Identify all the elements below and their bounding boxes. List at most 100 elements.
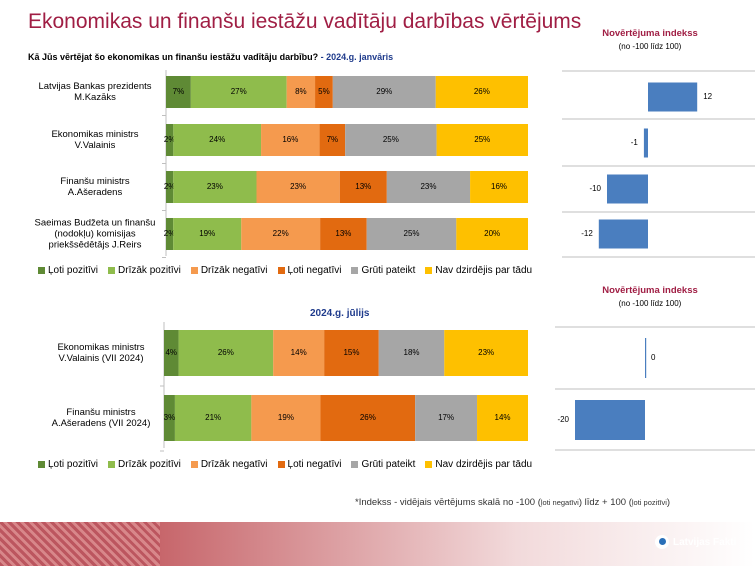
index-title-top: Novērtējuma indekss (no -100 līdz 100)	[555, 28, 745, 51]
category-label: Saeimas Budžeta un finanšu	[35, 218, 156, 229]
bar-segment	[444, 330, 528, 376]
legend-item: Ļoti pozitīvi	[38, 265, 98, 276]
bar-segment	[164, 330, 179, 376]
legend-label: Ļoti negatīvi	[287, 459, 342, 470]
bar-segment	[345, 124, 437, 156]
category-label: M.Kazāks	[74, 92, 116, 103]
data-label: 2%	[164, 135, 176, 144]
data-label: 23%	[420, 182, 436, 191]
page-title: Ekonomikas un finanšu iestāžu vadītāju d…	[28, 10, 582, 33]
legend-label: Ļoti pozitīvi	[48, 265, 99, 276]
index-value: -20	[557, 415, 569, 424]
legend-swatch	[38, 267, 45, 274]
legend-swatch	[38, 461, 45, 468]
legend-label: Nav dzirdējis par tādu	[435, 459, 533, 470]
index-value: 12	[703, 92, 712, 101]
survey-question: Kā Jūs vērtējat šo ekonomikas un finanšu…	[28, 52, 393, 62]
logo-icon	[655, 535, 669, 549]
data-label: 24%	[209, 135, 225, 144]
period-label-july: 2024.g. jūlijs	[310, 308, 370, 319]
legend-item: Ļoti pozitīvi	[38, 459, 98, 470]
data-label: 23%	[290, 182, 306, 191]
data-label: 18%	[404, 348, 420, 357]
legend-swatch	[277, 267, 285, 274]
legend-item: Drīzāk pozitīvi	[108, 265, 181, 276]
bar-segment	[273, 330, 325, 376]
legend-swatch	[425, 267, 433, 274]
data-label: 15%	[343, 348, 359, 357]
data-label: 29%	[376, 87, 392, 96]
data-label: 16%	[491, 182, 507, 191]
category-label: Finanšu ministrs	[66, 407, 135, 418]
bar-segment	[166, 218, 174, 250]
legend-swatch	[351, 461, 359, 468]
data-label: 5%	[318, 87, 330, 96]
legend-item: Drīzāk negatīvi	[190, 265, 268, 276]
data-label: 19%	[278, 413, 294, 422]
bar-segment	[386, 171, 471, 203]
data-label: 4%	[165, 348, 177, 357]
bar-segment	[320, 395, 416, 441]
category-label: Latvijas Bankas prezidents	[38, 81, 151, 92]
bar-segment	[178, 330, 274, 376]
logo-text: Latvijas Fakti	[673, 536, 737, 548]
index-bar	[575, 400, 645, 440]
legend-swatch	[190, 267, 198, 274]
data-label: 27%	[231, 87, 247, 96]
data-label: 25%	[383, 135, 399, 144]
bar-segment	[315, 76, 333, 108]
legend-item: Drīzāk pozitīvi	[108, 459, 181, 470]
data-label: 26%	[360, 413, 376, 422]
period-label-january: - 2024.g. janvāris	[320, 52, 394, 62]
bar-segment	[174, 395, 252, 441]
index-value: -10	[589, 184, 601, 193]
legend-item: Ļoti negatīvi	[277, 459, 342, 470]
bar-segment	[435, 76, 528, 108]
data-label: 2%	[164, 229, 176, 238]
legend-july: Ļoti pozitīvi Drīzāk pozitīvi Drīzāk negat…	[38, 459, 532, 470]
data-label: 16%	[282, 135, 298, 144]
footer-ornament	[0, 522, 160, 566]
bar-segment	[436, 124, 528, 156]
bar-segment	[320, 218, 367, 250]
bar-segment	[164, 395, 175, 441]
bar-segment	[256, 171, 340, 203]
bar-segment	[173, 171, 257, 203]
legend-item: Grūti pateikt	[351, 265, 415, 276]
data-label: 19%	[199, 229, 215, 238]
category-label: V.Valainis	[75, 140, 116, 151]
legend-swatch	[108, 461, 116, 468]
category-label: A.Ašeradens (VII 2024)	[52, 418, 151, 429]
data-label: 14%	[291, 348, 307, 357]
footnote-positive: ļoti pozitīvi	[631, 498, 667, 507]
legend-swatch	[425, 461, 433, 468]
legend-label: Grūti pateikt	[361, 459, 416, 470]
legend-label: Nav dzirdējis par tādu	[435, 265, 533, 276]
footnote-end: )	[666, 497, 671, 508]
bar-segment	[378, 330, 445, 376]
data-label: 17%	[438, 413, 454, 422]
category-label: A.Ašeradens	[68, 187, 123, 198]
index-value: -12	[581, 229, 593, 238]
bar-segment	[332, 76, 436, 108]
data-label: 23%	[478, 348, 494, 357]
data-label: 13%	[355, 182, 371, 191]
legend-swatch	[190, 461, 198, 468]
data-label: 21%	[205, 413, 221, 422]
index-bar	[598, 219, 648, 249]
bar-segment	[470, 171, 528, 203]
bar-segment	[286, 76, 316, 108]
data-label: 20%	[484, 229, 500, 238]
data-label: 13%	[335, 229, 351, 238]
data-label: 26%	[474, 87, 490, 96]
category-label: Finanšu ministrs	[60, 176, 129, 187]
footnote-main: *Indekss - vidējais vērtējums skalā no -…	[355, 497, 541, 508]
index-value: 0	[651, 353, 656, 362]
data-label: 23%	[207, 182, 223, 191]
index-bar	[643, 128, 648, 158]
index-title-bottom: Novērtējuma indekss (no -100 līdz 100)	[555, 285, 745, 308]
legend-label: Drīzāk pozitīvi	[118, 265, 181, 276]
data-label: 14%	[495, 413, 511, 422]
category-label: priekšsēdētājs J.Reirs	[49, 240, 142, 251]
index-bar	[645, 338, 647, 378]
